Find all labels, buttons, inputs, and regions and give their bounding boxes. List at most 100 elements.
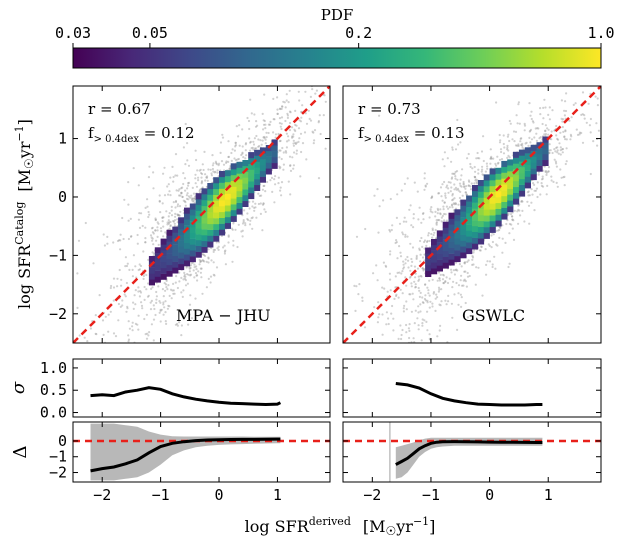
density-bin (219, 206, 226, 213)
scatter-point (185, 197, 189, 200)
scatter-point (488, 244, 491, 247)
scatter-point (242, 220, 245, 223)
scatter-point (402, 307, 405, 310)
density-bin (425, 270, 432, 277)
density-bin (271, 162, 278, 169)
scatter-point (474, 170, 477, 173)
scatter-point (137, 268, 140, 272)
density-bin (166, 247, 173, 254)
scatter-point (189, 294, 192, 297)
scatter-point (458, 196, 461, 200)
density-bin (242, 200, 249, 207)
scatter-point (117, 302, 120, 306)
scatter-point (184, 204, 187, 207)
scatter-point (213, 274, 216, 277)
scatter-point (401, 231, 404, 234)
scatter-point (184, 201, 187, 204)
density-bin (195, 216, 202, 223)
density-bin (201, 217, 208, 224)
scatter-point (301, 104, 304, 107)
scatter-point (164, 289, 167, 292)
density-bin (195, 251, 202, 258)
scatter-point (136, 242, 139, 245)
scatter-point (283, 101, 286, 104)
density-bin (542, 136, 549, 143)
scatter-point (404, 276, 407, 279)
scatter-point (557, 152, 560, 155)
scatter-point (311, 130, 314, 133)
scatter-point (421, 256, 425, 259)
density-bin (454, 238, 461, 245)
scatter-point (413, 322, 416, 325)
axes-frame-delta-gswlc (342, 421, 602, 483)
scatter-point (560, 117, 563, 120)
scatter-point (442, 281, 445, 285)
scatter-point (152, 304, 155, 307)
density-bin (230, 198, 237, 205)
scatter-point (521, 200, 524, 203)
scatter-point (547, 133, 550, 136)
scatter-point (227, 234, 230, 237)
scatter-point (155, 290, 158, 294)
scatter-point (146, 198, 149, 201)
scatter-point (418, 278, 421, 281)
scatter-point (241, 145, 244, 148)
density-bin (184, 254, 191, 261)
scatter-point (454, 268, 457, 272)
density-bin (530, 162, 537, 169)
scatter-point (116, 285, 119, 288)
scatter-point (408, 336, 411, 340)
density-bin (507, 188, 514, 195)
scatter-point (452, 172, 455, 175)
density-bin (454, 209, 461, 216)
scatter-point (457, 284, 461, 287)
scatter-point (410, 285, 413, 288)
density-bin (501, 184, 508, 191)
scatter-point (177, 214, 180, 217)
scatter-point (191, 200, 194, 203)
scatter-point (286, 116, 289, 119)
density-bin (489, 203, 496, 210)
scatter-point (541, 185, 545, 188)
scatter-point (439, 273, 442, 276)
scatter-point (467, 259, 470, 262)
density-bin (224, 176, 231, 183)
scatter-point (152, 318, 156, 321)
scatter-point (453, 293, 456, 296)
scatter-point (454, 203, 458, 206)
scatter-point (585, 121, 588, 124)
scatter-point (193, 197, 196, 201)
scatter-point (536, 195, 539, 199)
scatter-point (254, 206, 257, 209)
scatter-point (508, 156, 511, 159)
scatter-point (277, 182, 280, 185)
scatter-point (155, 298, 158, 301)
scatter-point (559, 146, 562, 149)
density-bin (148, 256, 155, 263)
scatter-point (152, 232, 155, 235)
scatter-point (179, 194, 182, 197)
scatter-point (250, 217, 253, 220)
density-bin (271, 151, 278, 158)
scatter-point (171, 165, 174, 168)
scatter-point (450, 204, 453, 207)
density-bin (442, 233, 449, 240)
scatter-point (227, 241, 230, 244)
scatter-point (462, 279, 465, 282)
scatter-point (286, 112, 289, 115)
scatter-point (149, 234, 153, 237)
scatter-point (251, 200, 255, 203)
scatter-point (460, 174, 463, 177)
scatter-point (451, 199, 454, 202)
scatter-point (307, 109, 310, 112)
scatter-point (243, 209, 246, 212)
density-bin (184, 207, 191, 214)
scatter-point (559, 131, 562, 134)
scatter-point (301, 142, 305, 145)
scatter-point (394, 286, 397, 289)
scatter-point (178, 214, 181, 217)
scatter-point (176, 213, 179, 216)
scatter-point (528, 222, 531, 225)
scatter-point (441, 273, 445, 276)
scatter-point (132, 307, 135, 310)
